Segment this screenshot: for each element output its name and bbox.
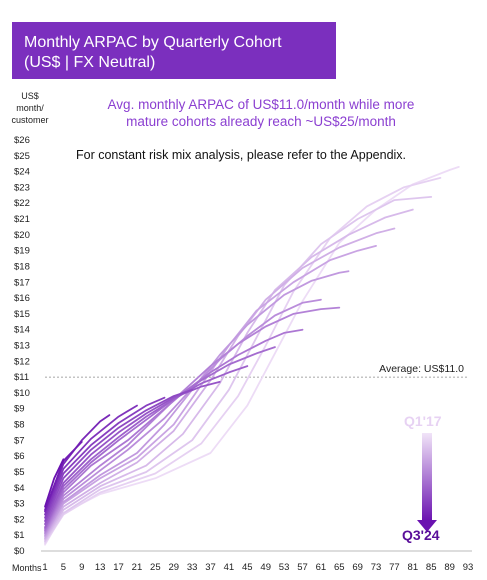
legend-oldest-label: Q1'17: [404, 413, 442, 429]
x-tick-label: 61: [316, 562, 327, 573]
cohort-series-line: [44, 270, 350, 537]
legend-newest-label: Q3'24: [402, 527, 440, 543]
y-tick-label: $23: [14, 182, 30, 193]
x-tick-label: 49: [260, 562, 271, 573]
y-axis-label: US$ month/ customer: [10, 90, 50, 126]
y-tick-label: $0: [14, 546, 25, 557]
y-tick-label: $13: [14, 341, 30, 352]
cohort-series-line: [44, 404, 138, 516]
y-tick-label: $12: [14, 356, 30, 367]
chart-title-line-1: Monthly ARPAC by Quarterly Cohort: [24, 34, 282, 51]
y-tick-label: $8: [14, 420, 25, 431]
x-tick-label: 57: [297, 562, 308, 573]
cohort-series-line: [44, 227, 396, 540]
x-tick-label: 69: [352, 562, 363, 573]
y-tick-label: $19: [14, 246, 30, 257]
y-tick-label: $22: [14, 198, 30, 209]
x-tick-label: 37: [205, 562, 216, 573]
y-tick-label: $3: [14, 499, 25, 510]
cohort-series-line: [44, 388, 193, 522]
x-tick-label: 9: [79, 562, 84, 573]
y-tick-label: $2: [14, 514, 25, 525]
cohort-series-line: [44, 177, 442, 544]
x-tick-label: 33: [187, 562, 198, 573]
cohort-series-line: [44, 396, 166, 519]
x-tick-label: 45: [242, 562, 253, 573]
y-tick-label: $5: [14, 467, 25, 478]
cohort-series-line: [44, 365, 249, 529]
y-tick-label: $11: [14, 372, 29, 383]
subtitle-line-2: mature cohorts already reach ~US$25/mont…: [126, 114, 396, 129]
chart-title-line-2: (US$ | FX Neutral): [24, 54, 156, 71]
y-tick-label: $7: [14, 435, 25, 446]
y-axis-label-line-1: US$: [21, 91, 39, 101]
x-tick-label: 73: [371, 562, 382, 573]
y-tick-label: $17: [14, 277, 30, 288]
x-tick-label: 89: [444, 562, 455, 573]
y-tick-label: $14: [14, 325, 30, 336]
cohort-series-line: [44, 414, 111, 513]
x-tick-label: 85: [426, 562, 437, 573]
x-tick-label: 77: [389, 562, 400, 573]
y-axis-label-line-2: month/: [16, 103, 44, 113]
y-tick-label: $26: [14, 135, 30, 146]
average-reference-label: Average: US$11.0: [379, 363, 464, 375]
x-tick-label: 17: [113, 562, 124, 573]
y-axis-label-line-3: customer: [11, 115, 49, 125]
x-tick-label: 41: [224, 562, 235, 573]
x-axis-label: Months: [12, 563, 42, 573]
y-tick-label: $10: [14, 388, 30, 399]
y-tick-label: $24: [14, 167, 30, 178]
cohort-series-line: [44, 196, 433, 543]
subtitle-line-1: Avg. monthly ARPAC of US$11.0/month whil…: [107, 97, 415, 112]
y-tick-label: $16: [14, 293, 30, 304]
x-tick-label: 93: [463, 562, 474, 573]
y-tick-label: $4: [14, 483, 25, 494]
y-tick-label: $25: [14, 151, 30, 162]
y-tick-label: $20: [14, 230, 30, 241]
cohort-series-line: [44, 381, 221, 525]
x-tick-label: 65: [334, 562, 345, 573]
y-tick-label: $21: [14, 214, 30, 225]
x-tick-label: 25: [150, 562, 161, 573]
appendix-note: For constant risk mix analysis, please r…: [76, 148, 407, 162]
cohort-series-line: [44, 441, 83, 511]
title-banner: [12, 22, 336, 79]
legend-gradient-bar: [422, 433, 432, 521]
chart-subtitle: Avg. monthly ARPAC of US$11.0/month whil…: [8, 96, 480, 130]
x-tick-label: 13: [95, 562, 106, 573]
x-tick-label: 21: [132, 562, 143, 573]
chart-title: Monthly ARPAC by Quarterly Cohort (US$ |…: [24, 33, 334, 73]
y-tick-label: $18: [14, 261, 30, 272]
y-tick-label: $1: [14, 530, 25, 541]
x-tick-label: 29: [168, 562, 179, 573]
legend-arrow-icon: [417, 520, 437, 532]
y-tick-label: $9: [14, 404, 25, 415]
x-tick-label: 53: [279, 562, 290, 573]
cohort-series-line: [44, 458, 65, 508]
cohort-series-line: [44, 306, 341, 533]
y-tick-label: $15: [14, 309, 30, 320]
x-tick-label: 1: [42, 562, 47, 573]
x-tick-label: 5: [61, 562, 66, 573]
y-tick-label: $6: [14, 451, 25, 462]
cohort-series-line: [44, 346, 276, 530]
x-tick-label: 81: [408, 562, 419, 573]
